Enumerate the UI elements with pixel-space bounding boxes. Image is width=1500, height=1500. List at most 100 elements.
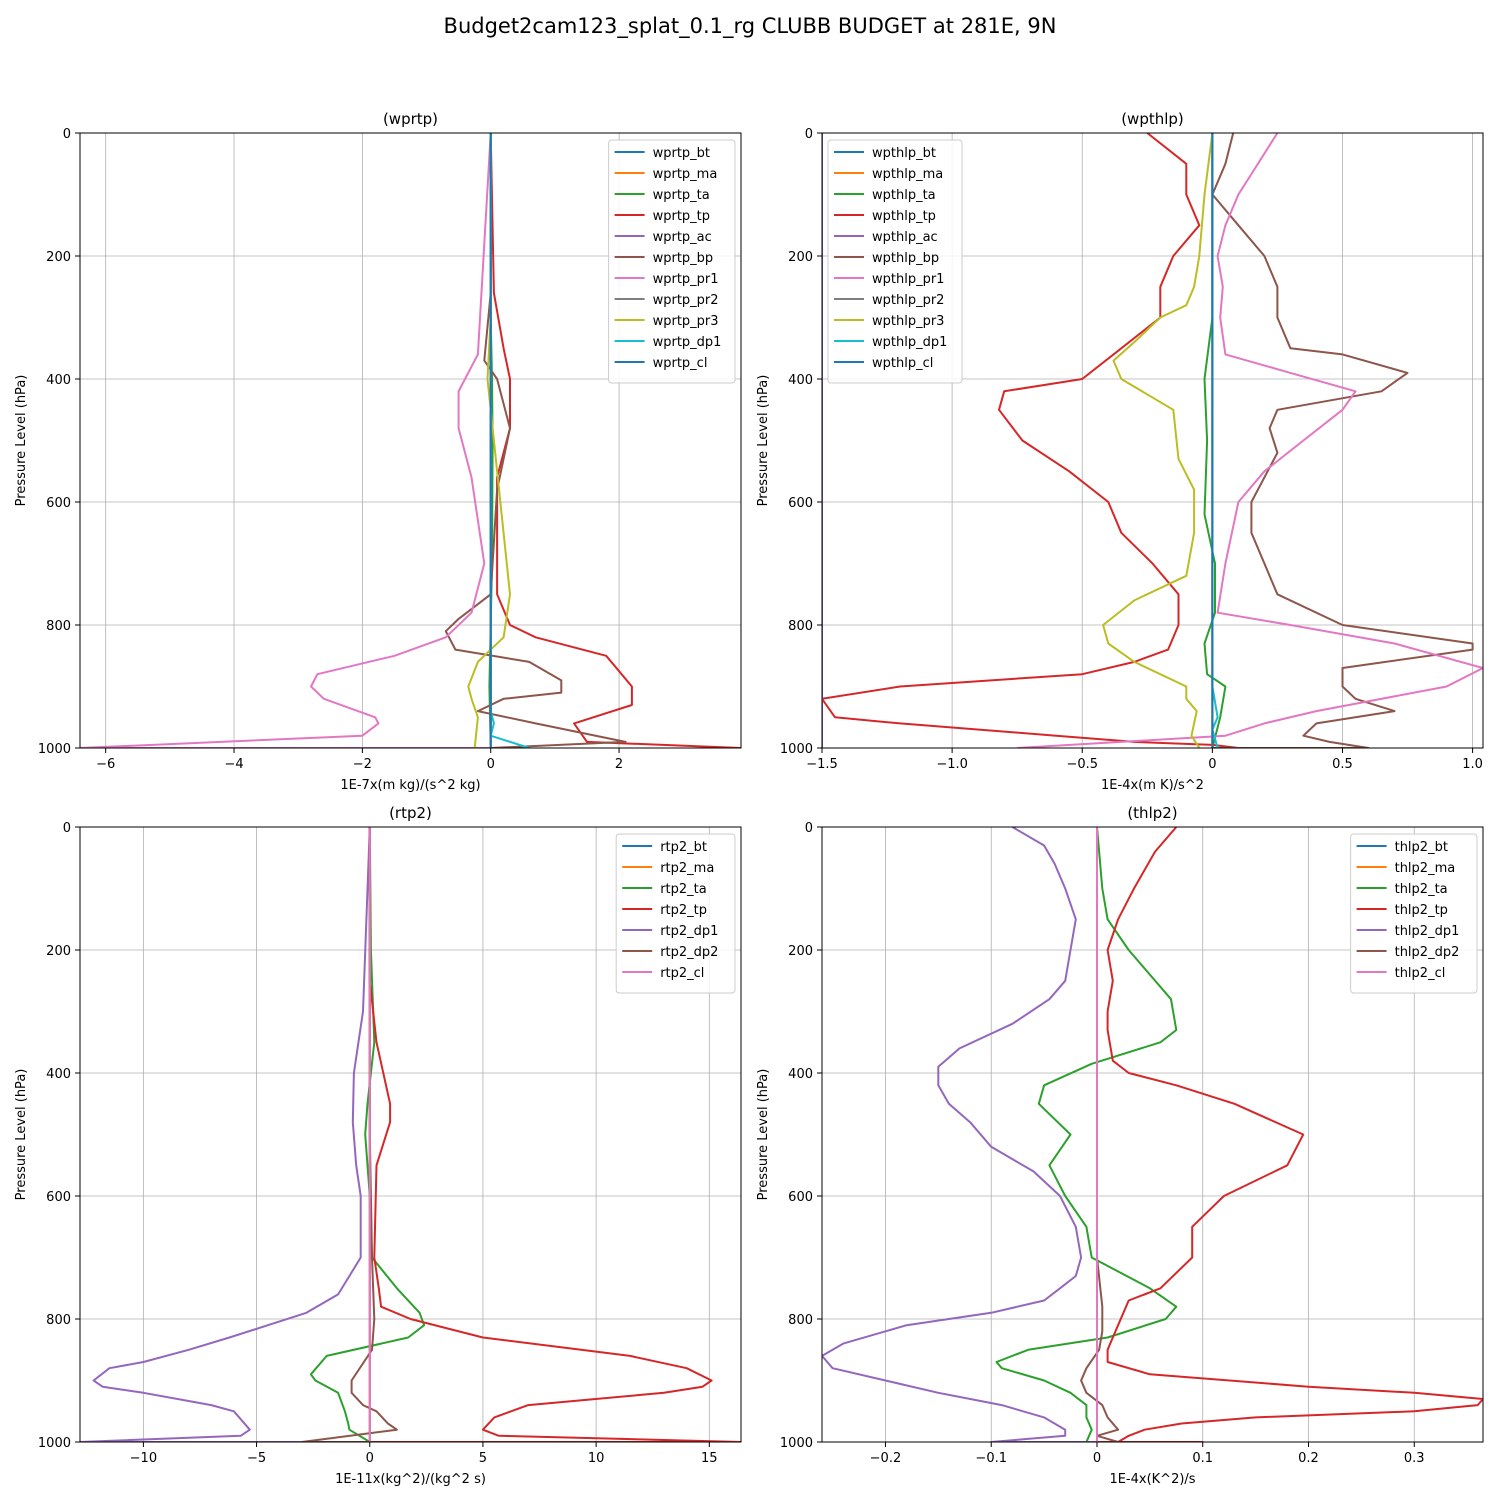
x-tick-label: 0 [366,1451,374,1466]
series-group [822,133,1483,748]
y-tick-label: 800 [46,1313,71,1328]
y-tick-label: 200 [788,250,813,265]
legend-entry: rtp2_bt [660,840,707,855]
legend-entry: thlp2_dp1 [1395,924,1460,939]
plot-frame [79,826,742,1443]
legend-entry: wprtp_bt [653,146,710,161]
y-tick-label: 200 [46,944,71,959]
y-tick-label: 1000 [780,742,813,757]
legend-entry: wprtp_ac [653,230,712,245]
series-group [822,827,1483,1442]
panel-title: (thlp2) [1127,804,1177,822]
y-tick-label: 400 [46,373,71,388]
series-line-thlp2_dp1 [822,827,1097,1442]
legend-entry: wprtp_tp [653,209,710,224]
legend-entry: wpthlp_dp1 [872,335,947,350]
legend: wpthlp_bt wpthlp_ma wpthlp_ta wpthlp_tpwpth… [827,139,963,384]
x-tick-label: 0.2 [1298,1451,1319,1466]
series-line-wpthlp_pr3 [1102,133,1214,748]
legend-entry: thlp2_cl [1395,966,1446,981]
y-tick-label: 200 [788,944,813,959]
legend-entry: rtp2_dp1 [660,924,718,939]
y-tick-label: 1000 [780,1436,813,1451]
y-axis-label: Pressure Level (hPa) [756,1069,771,1201]
y-tick-label: 1000 [38,742,71,757]
x-tick-label: −10 [130,1451,157,1466]
y-tick-label: 400 [46,1067,71,1082]
y-tick-label: 200 [46,250,71,265]
legend-entry: wprtp_bp [653,251,714,266]
series-group [80,133,741,748]
y-tick-label: 0 [805,127,813,142]
y-tick-label: 600 [46,496,71,511]
legend: rtp2_bt rtp2_ma rtp2_ta rtp2_tp rtp2_dp1 rtp2… [615,833,736,994]
x-tick-label: 5 [479,1451,487,1466]
y-tick-label: 0 [63,821,71,836]
y-tick-label: 0 [63,127,71,142]
legend-entry: rtp2_dp2 [660,945,718,960]
y-tick-label: 0 [805,821,813,836]
legend-entry: wpthlp_cl [872,356,933,371]
x-tick-label: 0.1 [1192,1451,1213,1466]
x-tick-label: 2 [615,757,623,772]
legend-box [827,139,963,384]
plot-frame [79,132,742,749]
y-tick-label: 1000 [38,1436,71,1451]
y-tick-label: 600 [788,1190,813,1205]
y-tick-label: 600 [46,1190,71,1205]
legend-entry: wpthlp_pr2 [872,293,944,308]
legend: thlp2_bt thlp2_ma thlp2_ta thlp2_tp thlp2_dp… [1350,833,1478,994]
legend-entry: wprtp_ma [653,167,718,182]
panel-title: (rtp2) [389,804,432,822]
series-line-wprtp_pr1 [80,133,492,748]
series-line-rtp2_dp1 [80,827,371,1442]
legend-entry: wpthlp_ta [872,188,936,203]
x-tick-label: −1.5 [806,757,838,772]
series-line-wprtp_tp [489,133,741,748]
series-line-wpthlp_ta [1203,133,1227,748]
x-tick-label: 0.5 [1332,757,1353,772]
legend-entry: thlp2_dp2 [1395,945,1460,960]
series-line-rtp2_tp [368,827,741,1442]
y-axis-label: Pressure Level (hPa) [14,375,29,507]
legend-entry: wprtp_pr3 [653,314,719,329]
legend-entry: wprtp_cl [653,356,708,371]
legend-entry: wpthlp_bp [872,251,939,266]
x-tick-label: 0 [1208,757,1216,772]
panel-title: (wpthlp) [1121,110,1184,128]
x-tick-label: −6 [96,757,115,772]
legend-entry: wpthlp_ma [872,167,943,182]
series-line-wpthlp_pr1 [1017,133,1483,748]
x-tick-label: 0 [1093,1451,1101,1466]
legend-entry: wprtp_dp1 [653,335,722,350]
x-tick-label: 0 [487,757,495,772]
series-line-thlp2_tp [1097,827,1483,1442]
x-tick-label: −2 [353,757,372,772]
plot-frame [821,132,1484,749]
legend: wprtp_bt wprtp_ma wprtp_ta wprtp_tp wprtp_ac… [608,139,736,384]
plot-frame [821,826,1484,1443]
x-tick-label: −0.5 [1066,757,1098,772]
x-tick-label: −4 [224,757,243,772]
series-line-wprtp_bp [444,133,627,748]
legend-box [608,139,736,384]
series-line-rtp2_dp2 [300,827,398,1442]
legend-entry: rtp2_ma [660,861,714,876]
y-axis-label: Pressure Level (hPa) [756,375,771,507]
series-line-rtp2_ta [309,827,426,1442]
x-tick-label: −0.2 [870,1451,902,1466]
series-line-wpthlp_bp [1211,133,1474,748]
x-tick-label: 0.3 [1404,1451,1425,1466]
x-tick-label: 15 [701,1451,718,1466]
y-axis-label: Pressure Level (hPa) [14,1069,29,1201]
legend-entry: wpthlp_tp [872,209,936,224]
legend-entry: thlp2_ta [1395,882,1448,897]
series-line-thlp2_dp2 [1080,827,1120,1442]
x-tick-label: 1.0 [1462,757,1483,772]
legend-entry: rtp2_cl [660,966,704,981]
legend-box [615,833,736,994]
x-axis-label: 1E-4x(m K)/s^2 [1101,778,1204,793]
x-tick-label: 10 [588,1451,605,1466]
